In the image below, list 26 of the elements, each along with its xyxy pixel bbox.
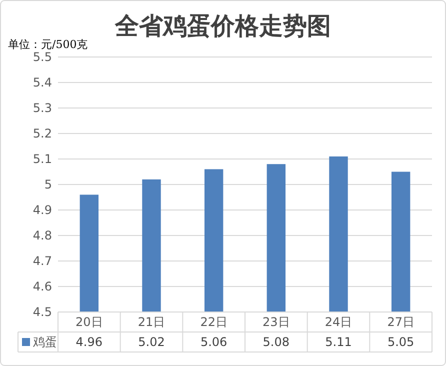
data-label: 5.05 — [387, 335, 414, 350]
y-tick-label: 4.5 — [32, 305, 52, 320]
data-label: 5.02 — [138, 335, 165, 350]
data-label: 5.08 — [262, 335, 290, 350]
legend-label: 鸡蛋 — [32, 335, 57, 350]
x-tick-label: 21日 — [138, 315, 166, 330]
x-tick-label: 22日 — [200, 315, 228, 330]
data-label: 5.06 — [200, 335, 228, 350]
y-tick-label: 5.2 — [32, 126, 52, 141]
data-label: 4.96 — [76, 335, 103, 350]
x-tick-label: 23日 — [262, 315, 290, 330]
y-tick-label: 4.6 — [32, 280, 52, 294]
y-tick-label: 5.4 — [32, 76, 52, 90]
y-tick-label: 5.3 — [32, 101, 52, 116]
y-tick-label: 5 — [44, 178, 52, 192]
x-tick-label: 20日 — [76, 315, 103, 330]
x-tick-label: 24日 — [324, 315, 352, 330]
data-label: 5.11 — [325, 335, 352, 350]
y-tick-label: 4.7 — [32, 254, 52, 268]
y-tick-label: 4.9 — [32, 203, 52, 218]
y-tick-label: 4.8 — [32, 228, 52, 243]
chart-title: 全省鸡蛋价格走势图 — [114, 12, 331, 40]
y-axis-title: 单位：元/500克 — [8, 38, 88, 51]
y-tick-label: 5.1 — [32, 152, 52, 166]
x-tick-label: 27日 — [387, 315, 414, 330]
y-tick-label: 5.5 — [32, 50, 52, 64]
